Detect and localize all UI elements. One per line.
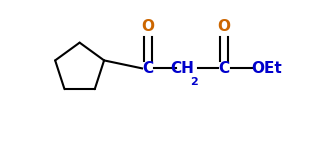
Text: O: O <box>141 19 154 34</box>
Text: OEt: OEt <box>251 61 282 76</box>
Text: C: C <box>219 61 230 76</box>
Text: C: C <box>142 61 153 76</box>
Text: CH: CH <box>170 61 194 76</box>
Text: 2: 2 <box>190 77 198 87</box>
Text: O: O <box>218 19 231 34</box>
